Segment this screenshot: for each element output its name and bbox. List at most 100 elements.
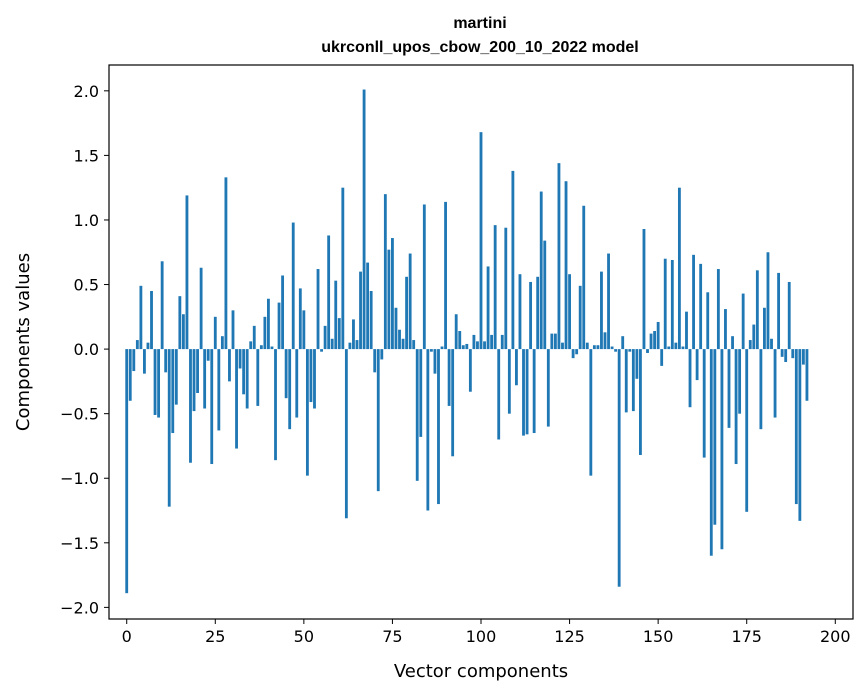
bar <box>224 177 228 350</box>
bar <box>337 318 341 350</box>
bar <box>164 349 168 373</box>
bar <box>429 349 433 352</box>
bar <box>341 187 345 350</box>
bar <box>631 349 635 412</box>
bar <box>614 349 618 352</box>
bar <box>249 341 253 350</box>
bar <box>681 346 685 350</box>
bar <box>596 345 600 350</box>
bar <box>174 349 178 405</box>
bar <box>755 270 759 350</box>
bar <box>805 349 809 401</box>
bar <box>245 349 249 409</box>
bar <box>217 349 221 431</box>
x-axis-ticks: 0 25 50 75 100 125 150 175 200 <box>122 619 851 646</box>
y-tick-label: −0.5 <box>60 405 99 424</box>
bar <box>688 349 692 408</box>
bar <box>458 331 462 350</box>
bar <box>748 340 752 350</box>
bar <box>731 336 734 350</box>
bar <box>199 267 203 350</box>
bar <box>302 310 306 350</box>
y-tick-label: 2.0 <box>74 82 99 101</box>
bar <box>536 276 540 350</box>
bar <box>196 349 199 394</box>
bar <box>578 285 582 350</box>
bar <box>706 292 710 350</box>
bar <box>610 346 614 350</box>
bar <box>412 340 416 350</box>
bar <box>461 345 465 350</box>
y-tick-label: −2.0 <box>60 598 99 617</box>
bar <box>267 298 270 350</box>
bar <box>157 349 161 418</box>
bar <box>504 227 508 350</box>
bar <box>532 349 536 434</box>
bar <box>437 349 440 505</box>
bar <box>305 349 309 476</box>
bar <box>741 293 745 350</box>
bar <box>465 343 469 350</box>
y-axis-label: Components values <box>13 253 34 431</box>
chart-subtitle: ukrconll_upos_cbow_200_10_2022 model <box>321 39 638 56</box>
x-tick-label: 100 <box>466 627 497 646</box>
x-tick-label: 150 <box>643 627 674 646</box>
bar <box>752 324 756 350</box>
bar <box>291 222 295 350</box>
bar <box>674 342 678 350</box>
bar <box>433 349 437 374</box>
bar <box>685 311 688 350</box>
bar <box>383 194 387 350</box>
bar <box>727 349 731 428</box>
bar <box>288 349 292 430</box>
bar <box>206 349 210 361</box>
bar <box>327 235 331 350</box>
bar <box>798 349 802 521</box>
x-tick-label: 75 <box>382 627 402 646</box>
y-tick-label: −1.5 <box>60 534 99 553</box>
bar <box>263 316 267 350</box>
bar <box>511 170 515 350</box>
bar <box>387 249 391 350</box>
bar <box>646 349 649 353</box>
bar <box>564 181 568 350</box>
bar <box>348 342 352 350</box>
bar <box>677 187 681 350</box>
bar <box>210 349 214 465</box>
bar <box>486 266 490 350</box>
bar <box>515 349 518 386</box>
bar <box>759 349 763 430</box>
bar <box>334 280 338 350</box>
bar <box>585 342 589 350</box>
bar <box>724 309 727 350</box>
bar <box>621 336 625 350</box>
bar <box>235 349 238 449</box>
bar <box>391 238 394 350</box>
bar <box>667 346 671 350</box>
bar <box>380 349 384 360</box>
bar <box>259 345 263 350</box>
bar <box>766 252 770 350</box>
bar <box>298 288 302 350</box>
bar <box>238 349 242 369</box>
bar <box>653 331 657 350</box>
bar <box>468 349 472 392</box>
bar <box>589 349 593 476</box>
bar <box>189 349 192 463</box>
y-tick-label: 1.0 <box>74 211 99 230</box>
bar <box>408 253 412 350</box>
bar <box>181 314 185 350</box>
bar <box>472 334 476 350</box>
bar <box>146 342 150 350</box>
bar <box>702 349 706 458</box>
bar <box>323 325 327 350</box>
bar <box>734 349 738 465</box>
bar <box>320 349 323 352</box>
bar <box>713 349 717 525</box>
bar <box>440 346 444 350</box>
bar <box>132 349 136 372</box>
bar <box>603 332 607 350</box>
bar <box>639 349 642 455</box>
bar <box>801 349 805 365</box>
